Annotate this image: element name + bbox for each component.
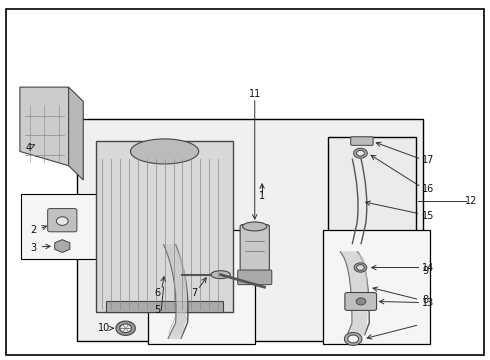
- Text: 5: 5: [154, 305, 160, 315]
- Text: 15: 15: [421, 211, 434, 221]
- Text: 9: 9: [422, 266, 428, 276]
- FancyBboxPatch shape: [77, 119, 423, 341]
- FancyBboxPatch shape: [240, 225, 270, 275]
- Text: 16: 16: [421, 184, 434, 194]
- PathPatch shape: [340, 251, 368, 336]
- FancyBboxPatch shape: [351, 137, 373, 145]
- Polygon shape: [69, 87, 83, 180]
- FancyBboxPatch shape: [48, 208, 77, 232]
- Polygon shape: [20, 87, 69, 166]
- PathPatch shape: [164, 244, 187, 339]
- Ellipse shape: [243, 222, 267, 231]
- Text: 2: 2: [30, 225, 37, 235]
- Text: 3: 3: [30, 243, 37, 253]
- FancyBboxPatch shape: [147, 230, 255, 344]
- FancyBboxPatch shape: [328, 137, 416, 316]
- Text: 11: 11: [248, 89, 261, 99]
- FancyBboxPatch shape: [323, 230, 430, 344]
- FancyBboxPatch shape: [238, 270, 272, 285]
- Text: 1: 1: [259, 191, 265, 201]
- Text: 6: 6: [154, 288, 160, 297]
- Ellipse shape: [211, 271, 230, 279]
- Text: 10: 10: [98, 323, 110, 333]
- Text: 7: 7: [191, 288, 197, 297]
- FancyBboxPatch shape: [21, 194, 99, 258]
- Circle shape: [356, 298, 366, 305]
- Bar: [97, 141, 233, 312]
- Text: 14: 14: [421, 262, 434, 273]
- Circle shape: [56, 217, 68, 225]
- FancyBboxPatch shape: [345, 293, 376, 310]
- Text: 4: 4: [25, 143, 31, 153]
- Text: 8: 8: [422, 296, 428, 305]
- Text: 12: 12: [466, 197, 478, 206]
- Text: 17: 17: [421, 156, 434, 165]
- Bar: [106, 301, 223, 312]
- Ellipse shape: [130, 139, 199, 164]
- Text: 13: 13: [421, 298, 434, 308]
